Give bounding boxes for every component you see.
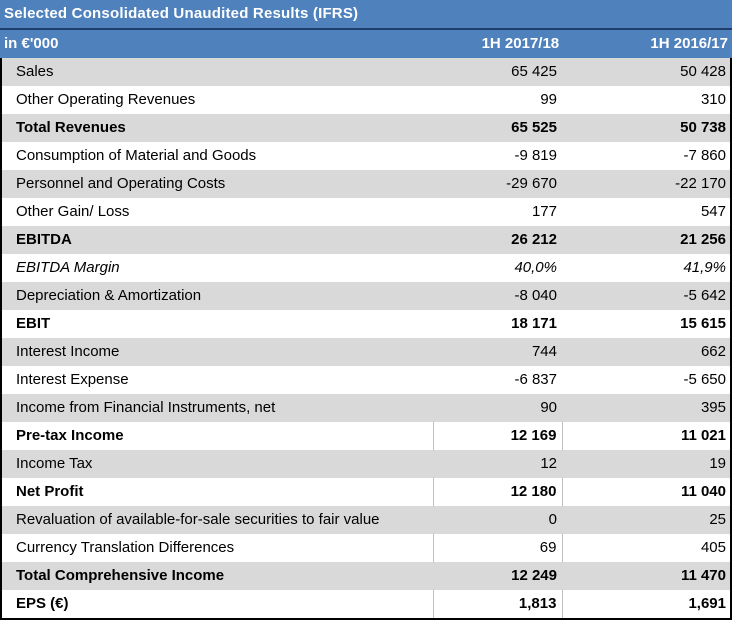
row-value-current: 12 <box>540 455 557 472</box>
row-label: Sales <box>16 63 54 80</box>
row-ebit: EBIT 18 171 15 615 <box>2 310 730 338</box>
row-value-current: 12 169 <box>432 422 563 450</box>
row-label: Other Gain/ Loss <box>16 203 130 220</box>
row-value-prior: 11 021 <box>562 422 730 450</box>
row-financial-instruments: Income from Financial Instruments, net 9… <box>2 394 730 422</box>
row-label: Net Profit <box>16 483 84 500</box>
row-other-gain-loss: Other Gain/ Loss 177 547 <box>2 198 730 226</box>
row-value-prior: 25 <box>709 511 726 528</box>
row-label: Depreciation & Amortization <box>16 287 202 304</box>
row-revaluation-securities: Revaluation of available-for-sale securi… <box>2 506 730 534</box>
row-value-current: 69 <box>432 534 563 562</box>
row-value-current: 90 <box>540 399 557 416</box>
row-label: Interest Expense <box>16 371 129 388</box>
row-other-operating-revenues: Other Operating Revenues 99 310 <box>2 86 730 114</box>
row-income-tax: Income Tax 12 19 <box>2 450 730 478</box>
row-label: EBITDA <box>16 231 72 248</box>
row-value-prior: 1,691 <box>562 590 730 618</box>
row-label: Currency Translation Differences <box>16 539 235 556</box>
row-value-prior: -5 650 <box>683 371 726 388</box>
row-interest-expense: Interest Expense -6 837 -5 650 <box>2 366 730 394</box>
row-label: Interest Income <box>16 343 120 360</box>
row-total-comprehensive-income: Total Comprehensive Income 12 249 11 470 <box>2 562 730 590</box>
column-header-prior: 1H 2016/17 <box>650 35 728 52</box>
row-value-current: -6 837 <box>514 371 557 388</box>
row-value-prior: 11 040 <box>562 478 730 506</box>
row-value-current: 65 425 <box>511 63 557 80</box>
row-label: EPS (€) <box>16 595 69 612</box>
row-value-prior: 15 615 <box>680 315 726 332</box>
row-value-prior: 50 428 <box>680 63 726 80</box>
row-label: EBITDA Margin <box>16 259 120 276</box>
row-label: EBIT <box>16 315 51 332</box>
row-label: Total Comprehensive Income <box>16 567 225 584</box>
row-value-prior: 11 470 <box>680 567 726 584</box>
row-value-current: 744 <box>531 343 557 360</box>
row-label: Personnel and Operating Costs <box>16 175 226 192</box>
row-label: Income from Financial Instruments, net <box>16 399 276 416</box>
row-value-prior: 50 738 <box>680 119 726 136</box>
row-value-prior: 21 256 <box>680 231 726 248</box>
row-interest-income: Interest Income 744 662 <box>2 338 730 366</box>
row-value-prior: 310 <box>700 91 726 108</box>
row-value-prior: 405 <box>562 534 730 562</box>
row-value-current: -29 670 <box>506 175 557 192</box>
row-currency-translation: Currency Translation Differences 69 405 <box>2 534 730 562</box>
row-consumption-material: Consumption of Material and Goods -9 819… <box>2 142 730 170</box>
row-total-revenues: Total Revenues 65 525 50 738 <box>2 114 730 142</box>
row-value-prior: -22 170 <box>675 175 726 192</box>
row-value-prior: 41,9% <box>683 259 726 276</box>
row-label: Income Tax <box>16 455 93 472</box>
row-personnel-operating-costs: Personnel and Operating Costs -29 670 -2… <box>2 170 730 198</box>
row-label: Pre-tax Income <box>16 427 124 444</box>
row-value-current: 65 525 <box>511 119 557 136</box>
table-header: in €'000 1H 2017/18 1H 2016/17 <box>0 28 732 58</box>
unit-label: in €'000 <box>4 35 59 52</box>
row-value-current: 177 <box>531 203 557 220</box>
row-value-prior: 19 <box>709 455 726 472</box>
row-label: Other Operating Revenues <box>16 91 196 108</box>
row-label: Consumption of Material and Goods <box>16 147 257 164</box>
row-value-current: 40,0% <box>514 259 557 276</box>
row-value-current: 26 212 <box>511 231 557 248</box>
row-value-current: 0 <box>548 511 557 528</box>
row-ebitda-margin: EBITDA Margin 40,0% 41,9% <box>2 254 730 282</box>
table-title: Selected Consolidated Unaudited Results … <box>0 0 732 28</box>
row-value-current: 12 249 <box>511 567 557 584</box>
row-value-current: 12 180 <box>432 478 563 506</box>
row-ebitda: EBITDA 26 212 21 256 <box>2 226 730 254</box>
row-value-prior: 395 <box>700 399 726 416</box>
row-value-prior: 662 <box>700 343 726 360</box>
row-label: Total Revenues <box>16 119 126 136</box>
row-value-prior: -7 860 <box>683 147 726 164</box>
column-header-current: 1H 2017/18 <box>481 35 560 52</box>
row-pre-tax-income: Pre-tax Income 12 169 11 021 <box>2 422 730 450</box>
row-eps: EPS (€) 1,813 1,691 <box>2 590 730 618</box>
table-body: Sales 65 425 50 428 Other Operating Reve… <box>0 58 732 620</box>
row-value-current: 99 <box>540 91 557 108</box>
row-value-current: 1,813 <box>432 590 563 618</box>
row-value-prior: -5 642 <box>683 287 726 304</box>
row-value-current: -8 040 <box>514 287 557 304</box>
row-value-prior: 547 <box>700 203 726 220</box>
row-sales: Sales 65 425 50 428 <box>2 58 730 86</box>
row-value-current: -9 819 <box>514 147 557 164</box>
row-label: Revaluation of available-for-sale securi… <box>16 511 380 528</box>
row-depreciation-amortization: Depreciation & Amortization -8 040 -5 64… <box>2 282 730 310</box>
row-net-profit: Net Profit 12 180 11 040 <box>2 478 730 506</box>
row-value-current: 18 171 <box>511 315 557 332</box>
